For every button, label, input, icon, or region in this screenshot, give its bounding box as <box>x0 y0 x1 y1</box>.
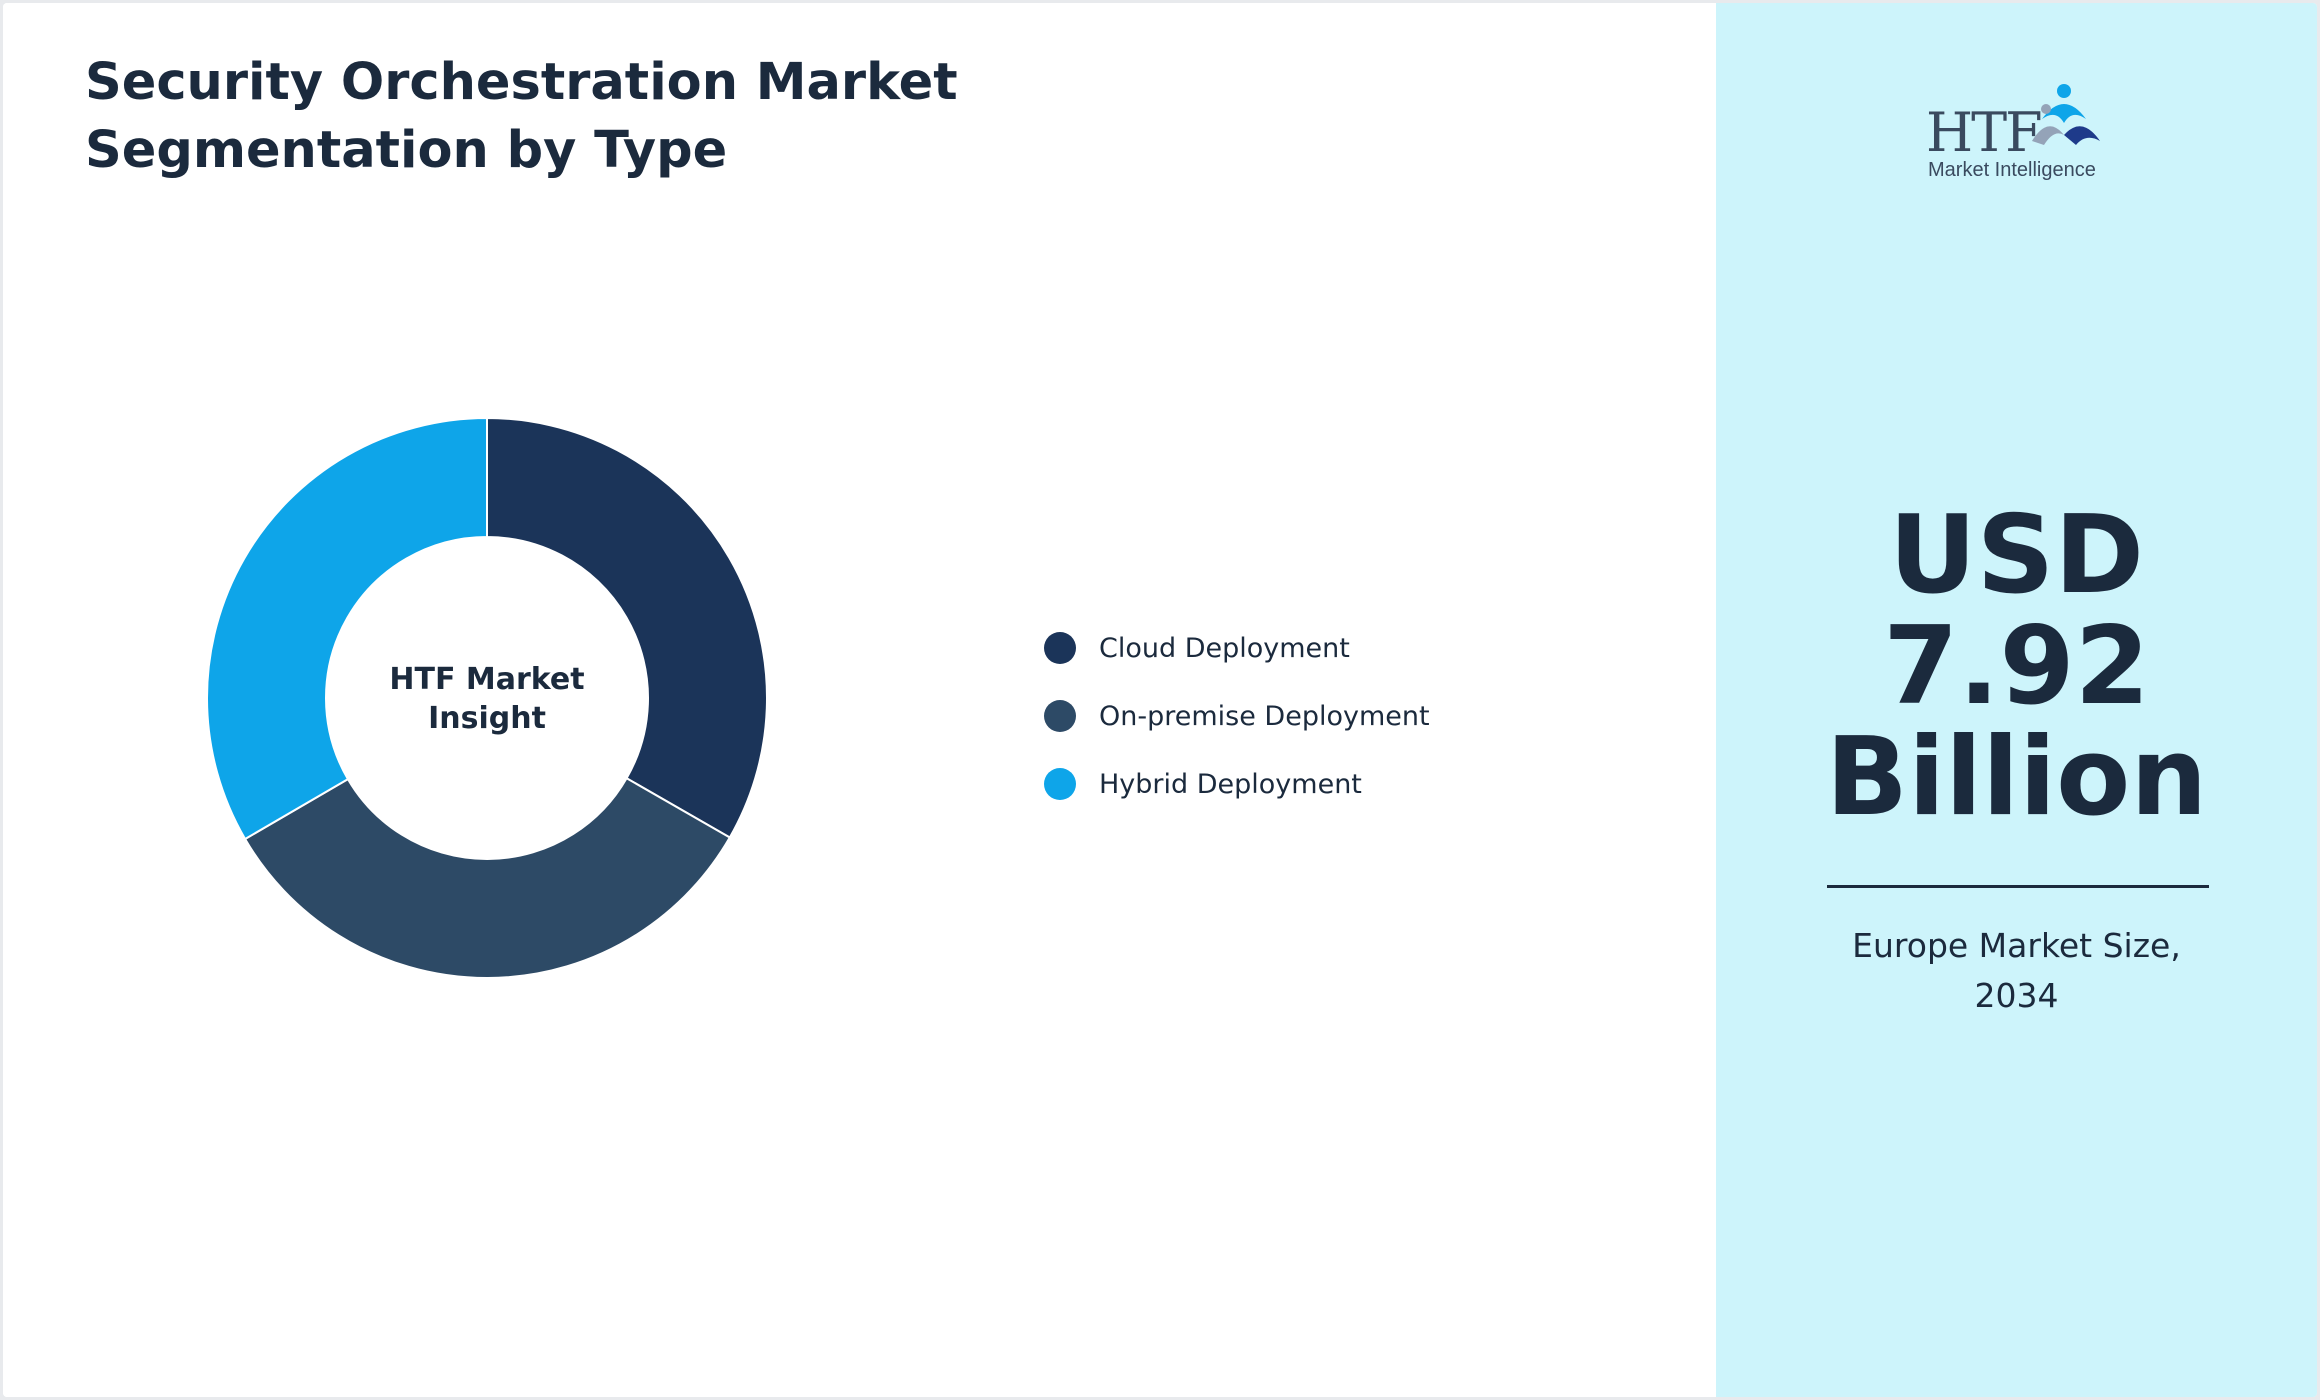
donut-slice-cloud-deployment <box>486 416 768 839</box>
infographic-frame: Security Orchestration Market Segmentati… <box>3 3 2317 1397</box>
donut-slice-hybrid-deployment <box>206 416 488 841</box>
chart-title-line-2: Segmentation by Type <box>85 121 728 180</box>
market-size-caption-line-2: 2034 <box>1974 976 2059 1015</box>
donut-center-label-line-1: HTF Market <box>389 662 585 697</box>
market-size-currency: USD <box>1888 493 2145 618</box>
htf-logo: HTF Market Intelligence <box>1916 79 2116 189</box>
market-size-number: 7.92 <box>1883 604 2150 729</box>
donut-chart <box>206 416 768 979</box>
legend-item-on-premise-deployment: On-premise Deployment <box>1044 682 1430 750</box>
donut-slice-on-premise-deployment <box>243 776 732 979</box>
donut-center-label-line-2: Insight <box>428 701 546 736</box>
legend-item-hybrid-deployment: Hybrid Deployment <box>1044 750 1430 818</box>
legend-item-cloud-deployment: Cloud Deployment <box>1044 614 1430 682</box>
chart-panel: Security Orchestration Market Segmentati… <box>3 3 1716 1397</box>
chart-title: Security Orchestration Market Segmentati… <box>85 49 1285 185</box>
market-size-caption-line-1: Europe Market Size, <box>1852 926 2181 965</box>
legend-dot-on-premise-deployment <box>1044 700 1076 732</box>
logo-brand-text: HTF <box>1926 101 2043 164</box>
legend-dot-cloud-deployment <box>1044 632 1076 664</box>
market-size-value: USD 7.92 Billion <box>1716 500 2317 833</box>
legend-label-cloud-deployment: Cloud Deployment <box>1099 632 1350 664</box>
legend-label-hybrid-deployment: Hybrid Deployment <box>1099 768 1362 800</box>
divider-line <box>1827 885 2209 888</box>
legend-dot-hybrid-deployment <box>1044 768 1076 800</box>
donut-center-label: HTF Market Insight <box>337 660 637 738</box>
legend-label-on-premise-deployment: On-premise Deployment <box>1099 700 1430 732</box>
logo-tagline: Market Intelligence <box>1928 159 2096 181</box>
market-size-unit: Billion <box>1825 715 2208 840</box>
chart-legend: Cloud Deployment On-premise Deployment Hyb… <box>1044 614 1430 818</box>
chart-title-line-1: Security Orchestration Market <box>85 53 958 112</box>
market-size-caption: Europe Market Size, 2034 <box>1716 921 2317 1021</box>
market-size-panel: HTF Market Intelligence USD 7.92 Billion… <box>1716 3 2317 1397</box>
logo-figures-icon <box>2032 84 2100 145</box>
